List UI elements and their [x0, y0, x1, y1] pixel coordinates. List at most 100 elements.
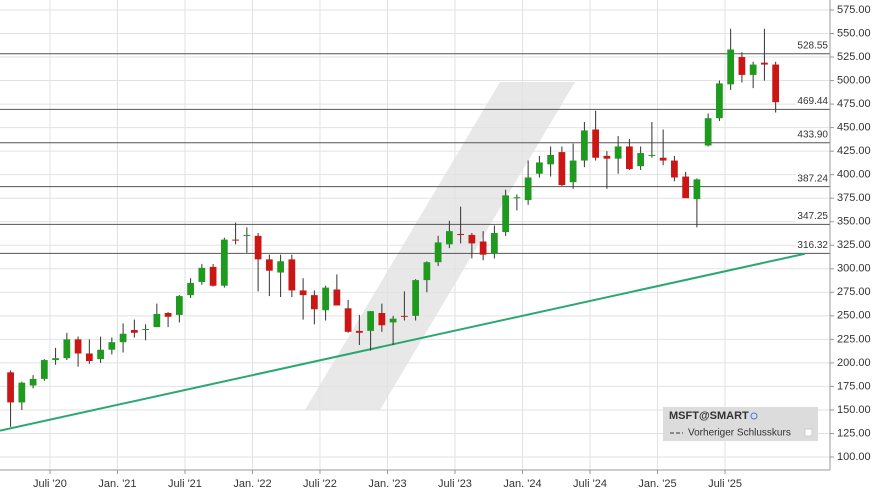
candle-body	[536, 162, 543, 174]
y-tick-label: 100.00	[837, 451, 871, 463]
candle-body	[389, 318, 397, 323]
candle-body	[164, 313, 172, 317]
candle-body	[40, 360, 48, 379]
candle-body	[7, 372, 14, 403]
candle-body	[299, 290, 307, 296]
candle-body	[558, 152, 566, 186]
legend-box	[663, 407, 818, 441]
candle-body	[153, 313, 161, 328]
candle-body	[18, 382, 26, 403]
candle-body	[220, 239, 228, 286]
candle-body	[187, 282, 194, 296]
y-tick-label: 450.00	[837, 122, 871, 134]
level-label-bg	[796, 95, 829, 108]
y-tick-label: 475.00	[837, 98, 871, 110]
candle-body	[400, 315, 408, 317]
level-label: 528.55	[797, 40, 828, 51]
y-tick-label: 275.00	[837, 286, 871, 298]
candle-body	[412, 280, 419, 316]
candle-body	[592, 129, 600, 158]
candle-body	[445, 231, 453, 245]
level-label: 433.90	[797, 129, 828, 140]
level-label-bg	[796, 210, 829, 223]
y-tick-label: 175.00	[837, 380, 871, 392]
level-label-bg	[796, 128, 829, 141]
candle-body	[772, 64, 780, 103]
candle-body	[367, 311, 374, 331]
candle-body	[277, 261, 284, 273]
y-tick-label: 575.00	[837, 4, 871, 16]
candle-body	[637, 153, 645, 167]
candle-body	[648, 154, 656, 156]
y-tick-label: 525.00	[837, 51, 871, 63]
candle-body	[74, 339, 82, 354]
candle-body	[52, 358, 59, 361]
y-tick-label: 250.00	[837, 310, 871, 322]
level-label-bg	[796, 172, 829, 185]
y-tick-label: 400.00	[837, 169, 871, 181]
candle-body	[491, 233, 498, 254]
candle-body	[614, 146, 622, 159]
y-tick-label: 125.00	[837, 427, 871, 439]
y-tick-label: 550.00	[837, 27, 871, 39]
candle-body	[434, 242, 442, 263]
candle-body	[209, 266, 217, 286]
candle-body	[738, 57, 746, 75]
y-tick-label: 350.00	[837, 216, 871, 228]
level-label: 347.25	[797, 211, 828, 222]
candle-body	[175, 296, 183, 315]
candle-body	[288, 259, 296, 291]
x-tick-label: Juli '24	[573, 478, 607, 490]
x-tick-label: Juli '21	[168, 478, 202, 490]
y-tick-label: 325.00	[837, 239, 871, 251]
candle-body	[682, 176, 690, 199]
candle-body	[254, 235, 262, 260]
y-tick-label: 375.00	[837, 192, 871, 204]
candle-body	[457, 233, 464, 235]
candle-body	[569, 160, 577, 183]
level-label: 387.24	[797, 173, 828, 184]
legend-previous-close: Vorheriger Schlusskurs	[688, 428, 791, 439]
y-tick-label: 200.00	[837, 357, 871, 369]
candle-body	[761, 62, 768, 65]
level-label: 316.32	[797, 240, 828, 251]
candle-body	[322, 287, 329, 311]
y-tick-label: 225.00	[837, 333, 871, 345]
legend-icon[interactable]	[750, 412, 758, 420]
y-tick-label: 500.00	[837, 74, 871, 86]
candle-body	[232, 239, 239, 241]
candle-body	[626, 146, 633, 170]
y-tick-label: 300.00	[837, 263, 871, 275]
x-tick-label: Juli '23	[438, 478, 472, 490]
x-tick-label: Jan. '21	[98, 478, 136, 490]
candle-body	[243, 234, 251, 236]
x-tick-label: Juli '22	[303, 478, 337, 490]
candle-body	[513, 197, 521, 199]
candle-body	[378, 313, 386, 326]
legend-series: MSFT@SMART	[669, 410, 749, 422]
candle-body	[547, 154, 555, 165]
candle-body	[333, 289, 341, 306]
candle-body	[63, 339, 71, 359]
candle-body	[198, 267, 206, 282]
candle-body	[468, 234, 476, 244]
candle-body	[108, 342, 116, 350]
candle-body	[265, 259, 273, 271]
candle-body	[423, 262, 431, 281]
candle-body	[310, 295, 318, 310]
candle-body	[85, 353, 93, 362]
candle-body	[704, 118, 712, 146]
candle-body	[671, 160, 678, 178]
candle-body	[142, 329, 149, 331]
candle-body	[581, 130, 588, 161]
candle-body	[479, 241, 487, 255]
candle-body	[355, 330, 363, 333]
candle-body	[502, 195, 510, 233]
x-tick-label: Jan. '22	[233, 478, 271, 490]
legend-checkbox[interactable]	[804, 428, 813, 437]
candle-body	[524, 177, 532, 201]
candle-body	[716, 83, 723, 119]
y-tick-label: 425.00	[837, 145, 871, 157]
x-tick-label: Juli '20	[33, 478, 67, 490]
level-label: 469.44	[797, 96, 828, 107]
